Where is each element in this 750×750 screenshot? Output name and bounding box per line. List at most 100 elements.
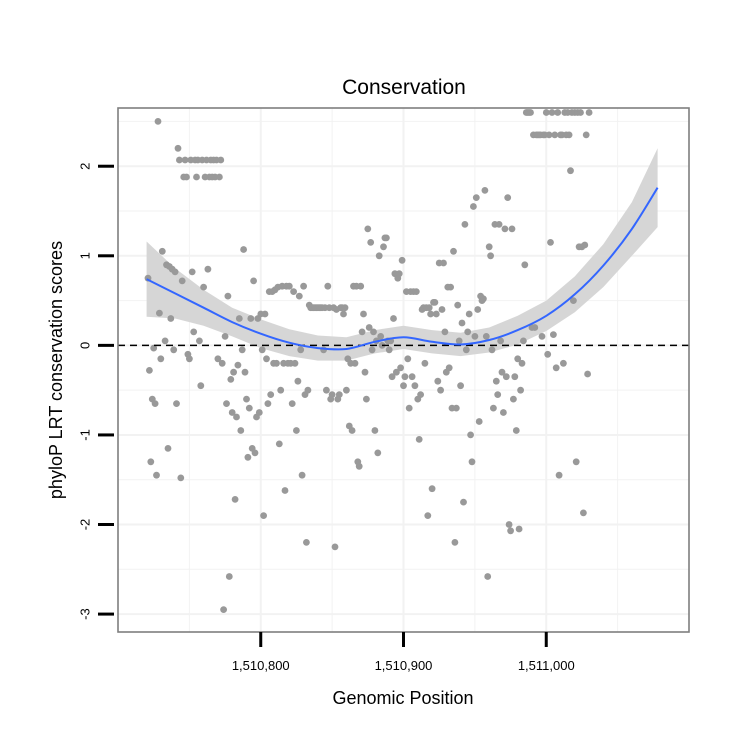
data-point [404,355,412,363]
data-point [360,310,367,318]
data-point [255,409,263,416]
data-point [582,131,590,139]
data-point [244,453,252,461]
data-point [328,391,336,398]
data-point [467,431,474,439]
data-point [323,386,330,394]
data-point [291,359,299,367]
data-point [231,496,239,503]
data-point [214,355,222,363]
data-point [147,458,155,466]
data-point [472,194,480,202]
data-point [452,404,460,412]
data-point [417,391,424,398]
data-point [331,543,339,551]
x-tick-label: 1,510,800 [232,658,290,673]
data-point [518,359,526,367]
data-point [364,225,372,233]
data-point [234,361,242,369]
data-point [471,333,479,340]
data-point [258,346,266,354]
data-point [572,458,580,466]
data-point [355,462,363,470]
data-point [295,292,303,300]
data-point [581,241,589,249]
data-point [250,277,257,285]
data-point [146,367,153,374]
data-point [290,288,297,295]
data-point [552,364,560,372]
data-point [501,225,509,233]
data-point [508,225,516,233]
data-point [393,368,400,376]
data-point [260,512,267,519]
data-point [511,373,519,381]
data-point [580,509,587,517]
data-point [193,173,200,181]
data-point [238,346,246,354]
data-point [551,131,559,139]
data-point [428,485,436,493]
data-point [220,606,228,613]
data-point [520,337,527,345]
data-point [304,386,312,394]
data-point [221,333,229,340]
data-point [397,364,404,372]
data-point [565,131,573,139]
data-point [161,337,169,345]
x-axis-label: Genomic Position [332,688,473,708]
data-point [368,346,376,354]
data-point [186,355,193,363]
data-point [395,270,403,278]
data-point [492,377,500,385]
grid-lines [118,108,690,632]
data-point [584,370,591,378]
data-point [173,400,180,407]
data-point [285,282,293,290]
data-point [177,474,185,482]
data-point [505,521,513,528]
data-point [335,391,343,398]
data-point [171,268,179,276]
data-point [151,400,159,407]
data-point [261,310,269,318]
data-point [197,382,205,390]
x-tick-label: 1,510,900 [375,658,433,673]
x-tick-label: 1,511,000 [518,658,575,673]
data-point [500,409,507,416]
data-point [298,471,306,479]
confidence-band [146,148,658,361]
data-point [188,268,196,276]
data-point [585,109,593,116]
data-point [224,292,232,300]
data-point [488,346,496,354]
data-point [341,304,349,312]
data-point [460,498,467,506]
data-point [223,400,230,407]
data-point [480,295,487,303]
data-point [548,109,556,116]
data-point [431,299,439,306]
data-point [454,301,462,309]
data-point [560,359,567,367]
data-point [550,331,557,338]
data-point [498,368,506,376]
data-point [512,427,520,434]
data-point [570,297,577,304]
data-point [544,350,552,358]
data-point [263,355,270,363]
data-point [178,277,186,285]
data-point [181,156,189,164]
data-point [450,247,457,255]
data-point [361,368,369,376]
data-point [497,337,504,345]
data-point [196,337,203,345]
data-point [482,333,490,340]
data-point [294,377,302,385]
data-point [388,373,396,381]
y-tick-label: -2 [77,519,92,531]
data-point [157,355,165,363]
data-point [154,118,162,125]
data-point [380,243,387,251]
x-axis-ticks: 1,510,800 1,510,900 1,511,000 [232,632,575,673]
